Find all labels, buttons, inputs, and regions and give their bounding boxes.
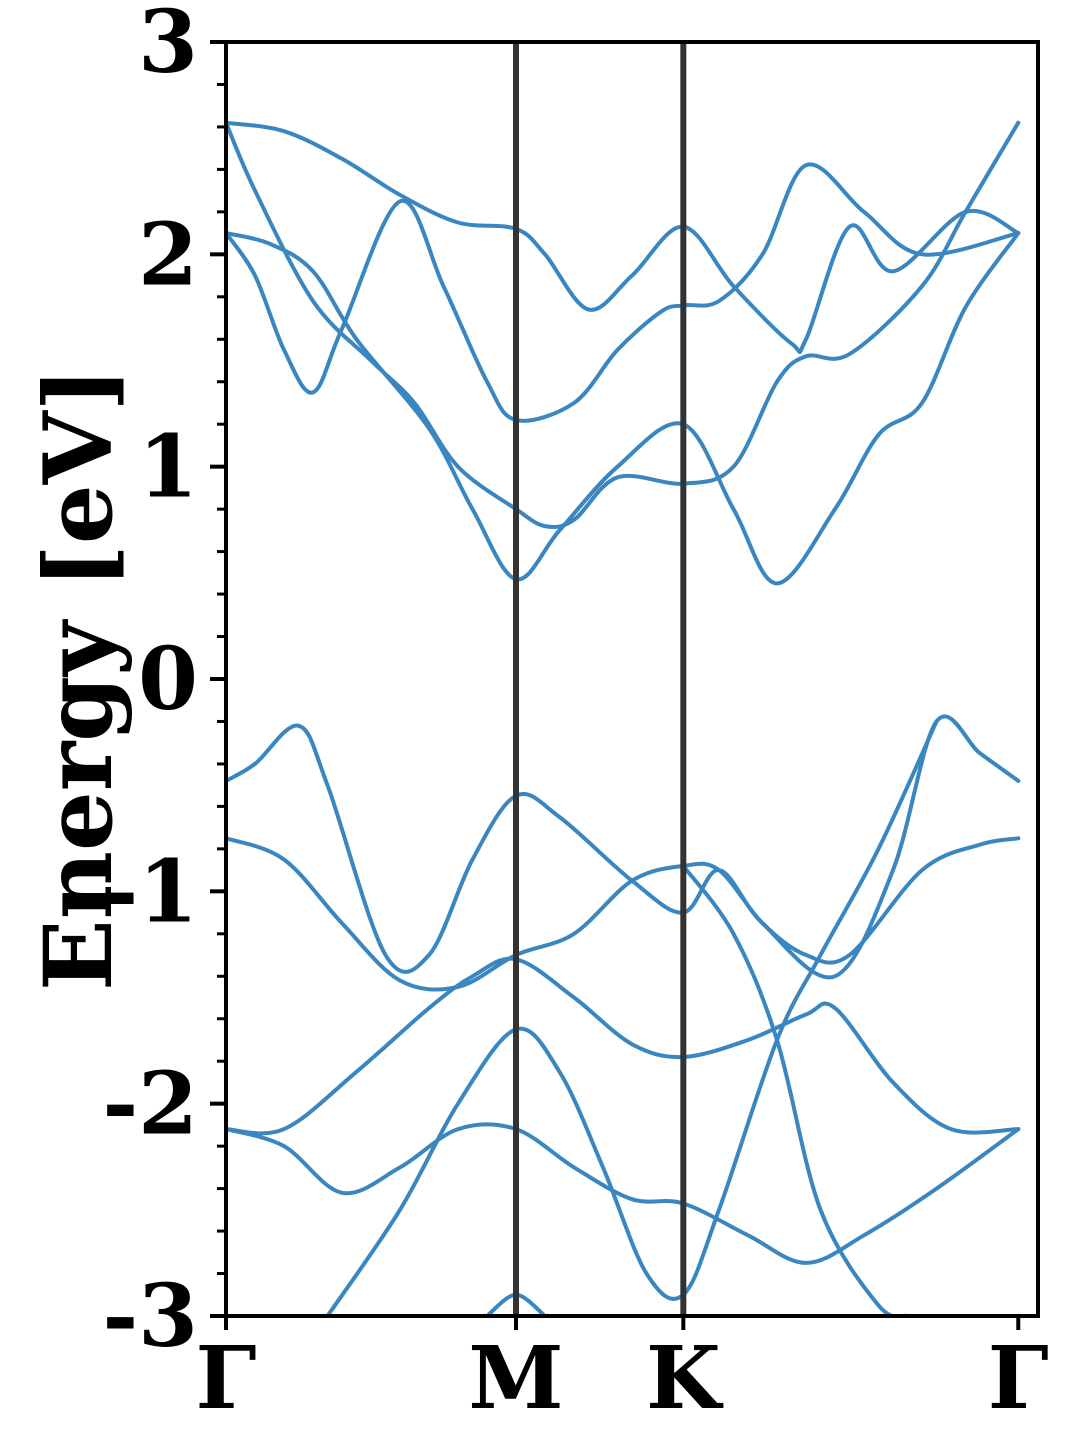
band-line-8 — [226, 1122, 1021, 1265]
band-line-10 — [681, 863, 910, 1316]
band-line-9 — [325, 719, 939, 1316]
x-tick-label: Γ — [195, 1328, 256, 1429]
plot-frame — [224, 40, 1040, 1318]
band-lines — [226, 120, 1021, 1316]
y-tick-label: -2 — [102, 1054, 198, 1155]
band-line-2 — [226, 120, 1021, 530]
y-tick-label: -1 — [102, 841, 198, 942]
band-line-1 — [226, 120, 1021, 355]
band-line-6 — [226, 836, 1021, 992]
y-axis: 3 2 1 0 -1 -2 -3 — [102, 0, 226, 1367]
band-line-5 — [226, 714, 1021, 980]
x-tick-label: M — [468, 1328, 563, 1429]
y-tick-label: 2 — [138, 204, 198, 305]
y-tick-label: 1 — [138, 417, 198, 518]
band-line-4 — [226, 162, 1021, 423]
band-line-3 — [226, 231, 1021, 586]
y-tick-label: 3 — [138, 0, 198, 93]
y-tick-label: 0 — [138, 629, 198, 730]
y-tick-label: -3 — [102, 1266, 198, 1367]
y-axis-title: Energy [eV] — [24, 367, 134, 991]
x-tick-label: K — [646, 1328, 724, 1429]
symmetry-dividers — [513, 42, 687, 1316]
x-tick-label: Γ — [988, 1328, 1049, 1429]
band-line-7 — [226, 956, 1021, 1136]
